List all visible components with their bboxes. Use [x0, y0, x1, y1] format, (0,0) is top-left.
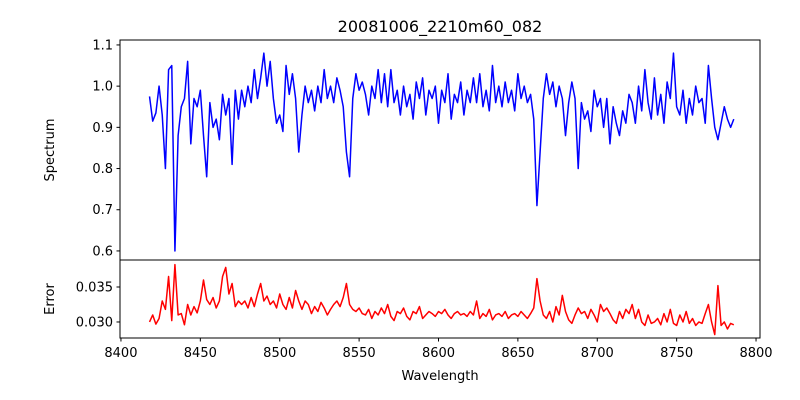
bottom-y-axis-label: Error — [43, 283, 58, 315]
error-y-tick-label: 0.035 — [76, 281, 113, 296]
x-tick-label: 8600 — [422, 346, 455, 361]
error-axes-frame — [119, 259, 761, 339]
error-y-tick-label: 0.030 — [76, 315, 113, 330]
x-tick-label: 8550 — [343, 346, 376, 361]
x-tick-label: 8800 — [739, 346, 772, 361]
x-tick-label: 8450 — [184, 346, 217, 361]
top-y-axis-label: Spectrum — [43, 119, 58, 182]
spectrum-y-tick-label: 0.7 — [92, 203, 113, 218]
x-tick-label: 8650 — [501, 346, 534, 361]
x-tick-label: 8700 — [581, 346, 614, 361]
chart-title: 20081006_2210m60_082 — [338, 17, 543, 37]
spectrum-y-tick-label: 1.0 — [92, 80, 113, 95]
error-line — [148, 263, 735, 336]
x-tick-label: 8500 — [263, 346, 296, 361]
spectrum-y-tick-label: 0.8 — [92, 162, 113, 177]
spectrum-y-tick-label: 1.1 — [92, 38, 113, 53]
x-tick-label: 8750 — [660, 346, 693, 361]
spectrum-line — [148, 52, 735, 252]
spectrum-panel: 0.6 0.7 0.8 0.9 1.0 1.1 — [92, 38, 761, 261]
spectrum-y-tick-label: 0.6 — [92, 244, 113, 259]
error-panel: 0.030 0.035 8400 8450 8500 8550 8600 8650 8700 87… — [76, 259, 773, 361]
x-tick-label: 8400 — [104, 346, 137, 361]
x-axis-label: Wavelength — [401, 369, 478, 384]
spectrum-y-tick-label: 0.9 — [92, 121, 113, 136]
spectrum-axes-frame — [119, 39, 761, 261]
